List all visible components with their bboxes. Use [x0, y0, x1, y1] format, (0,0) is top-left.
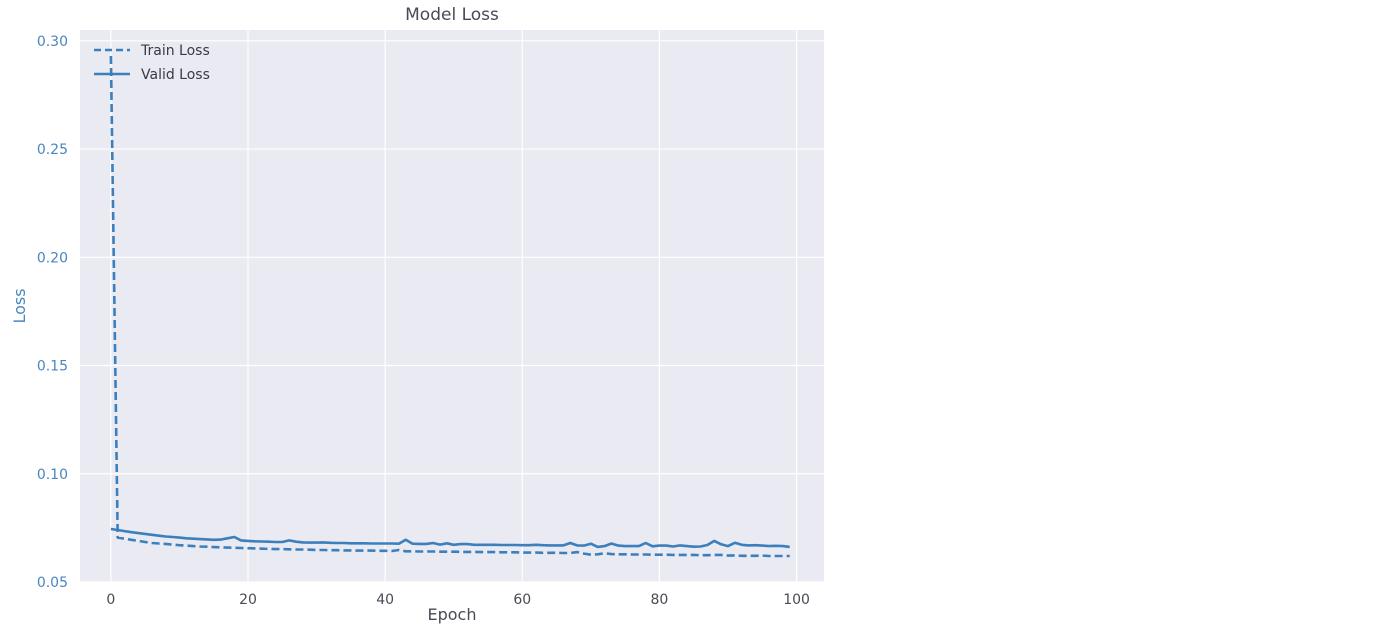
- x-axis-title: Epoch: [428, 605, 477, 624]
- grid: [80, 30, 824, 583]
- y-tick-label: 0.30: [37, 34, 68, 50]
- legend: Train Loss Valid Loss: [94, 43, 210, 83]
- y-tick-label: 0.20: [37, 250, 68, 266]
- chart-title: Model Loss: [405, 5, 499, 25]
- train-loss-line: [109, 55, 790, 558]
- series-lines: [109, 55, 790, 558]
- x-tick-label: 100: [783, 592, 810, 608]
- legend-train-label: Train Loss: [140, 43, 210, 59]
- y-tick-label: 0.15: [37, 359, 68, 375]
- valid-loss-line: [110, 527, 790, 549]
- tick-labels: 0 20 40 60 80 100 0.05 0.10 0.15 0.20 0.25 0.30: [37, 34, 810, 608]
- x-tick-label: 80: [651, 592, 669, 608]
- x-tick-label: 20: [239, 592, 257, 608]
- x-tick-label: 60: [513, 592, 531, 608]
- plot-background: [80, 30, 824, 582]
- x-tick-label: 40: [376, 592, 394, 608]
- y-tick-label: 0.05: [37, 575, 68, 591]
- x-tick-label: 0: [106, 592, 115, 608]
- y-tick-label: 0.10: [37, 467, 68, 483]
- legend-valid-label: Valid Loss: [141, 67, 210, 83]
- y-tick-label: 0.25: [37, 142, 68, 158]
- y-axis-title: Loss: [10, 288, 29, 323]
